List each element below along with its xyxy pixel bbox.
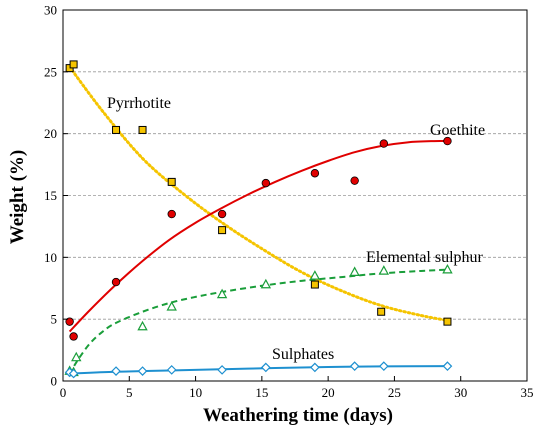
data-point-goethite	[310, 169, 320, 178]
data-point-goethite	[69, 332, 78, 341]
y-tick-label: 10	[44, 250, 57, 265]
y-axis-title: Weight (%)	[7, 150, 28, 244]
data-point-pyrrhotite	[377, 307, 386, 316]
data-point-elemental-sulphur	[216, 288, 228, 299]
data-point-sulphates	[378, 361, 389, 372]
data-point-elemental-sulphur	[71, 351, 82, 362]
y-tick-label: 5	[51, 312, 58, 327]
trend-line-elemental-sulphur	[68, 268, 448, 376]
data-point-elemental-sulphur	[442, 263, 453, 274]
data-point-goethite	[167, 209, 176, 219]
data-point-elemental-sulphur	[349, 266, 360, 276]
trend-line-pyrrhotite	[68, 65, 449, 322]
data-point-pyrrhotite	[218, 226, 227, 235]
x-axis-title: Weathering time (days)	[203, 405, 393, 426]
data-point-sulphates	[217, 365, 227, 375]
data-point-elemental-sulphur	[166, 301, 177, 311]
series-label-goethite: Goethite	[430, 122, 485, 139]
data-point-sulphates	[111, 366, 121, 376]
data-point-goethite	[261, 178, 271, 188]
y-tick-label: 20	[44, 126, 57, 141]
data-point-goethite	[217, 209, 227, 219]
data-point-elemental-sulphur	[378, 265, 390, 275]
data-point-elemental-sulphur	[260, 278, 272, 289]
data-point-goethite	[65, 317, 74, 326]
data-point-elemental-sulphur	[309, 270, 321, 280]
data-point-pyrrhotite	[69, 60, 78, 69]
data-point-sulphates	[137, 366, 148, 376]
data-point-goethite	[379, 139, 389, 148]
data-point-pyrrhotite	[112, 125, 121, 134]
x-tick-label: 10	[189, 385, 202, 400]
x-tick-label: 35	[521, 385, 534, 400]
y-tick-label: 0	[51, 374, 58, 389]
data-point-sulphates	[166, 365, 177, 375]
x-tick-label: 5	[126, 385, 133, 400]
data-point-pyrrhotite	[310, 280, 319, 289]
series-label-sulphates: Sulphates	[272, 346, 334, 363]
data-point-pyrrhotite	[167, 177, 176, 186]
data-point-sulphates	[349, 361, 360, 372]
data-point-elemental-sulphur	[137, 320, 148, 331]
y-tick-label: 15	[44, 188, 57, 203]
data-point-pyrrhotite	[138, 125, 147, 134]
data-point-sulphates	[442, 361, 453, 372]
x-tick-label: 25	[388, 385, 401, 400]
data-point-sulphates	[310, 362, 320, 373]
axis-ticks: 0 5 10 15 20 25 30 0 5 10 15 20 25 30 35	[44, 3, 534, 401]
x-tick-label: 15	[255, 385, 268, 400]
x-tick-label: 0	[60, 385, 67, 400]
y-tick-label: 25	[44, 64, 57, 79]
x-tick-label: 30	[454, 385, 467, 400]
data-point-goethite	[443, 136, 452, 146]
trend-line-goethite	[68, 139, 448, 333]
data-point-goethite	[111, 277, 121, 287]
data-point-sulphates	[260, 362, 271, 373]
data-point-pyrrhotite	[443, 317, 452, 326]
series-label-elemental-sulphur: Elemental sulphur	[366, 249, 484, 266]
series-label-pyrrhotite: Pyrrhotite	[107, 95, 171, 112]
data-points	[64, 60, 453, 379]
y-tick-label: 30	[44, 3, 57, 18]
data-point-sulphates	[68, 368, 79, 379]
data-point-goethite	[350, 176, 359, 185]
trend-line-sulphates	[69, 365, 448, 375]
x-tick-label: 20	[322, 385, 335, 400]
trend-lines	[68, 65, 449, 376]
